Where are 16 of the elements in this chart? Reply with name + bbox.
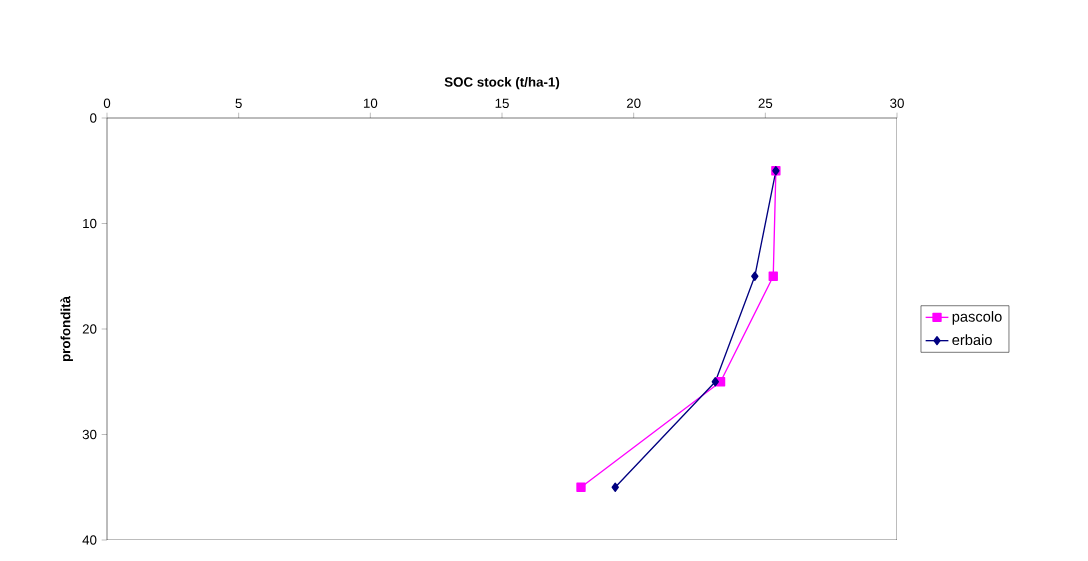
y-tick-label: 10 [83,218,97,229]
legend-label: pascolo [952,311,1002,325]
x-tick-label: 30 [890,98,904,108]
x-tick-label: 15 [495,98,509,108]
x-tick-label: 5 [235,98,242,108]
y-tick-label: 40 [82,535,97,545]
y-axis-title: profondità [60,296,73,362]
y-tick-label: 20 [82,324,97,334]
x-tick-label: 25 [758,98,773,108]
x-tick-label: 10 [363,98,378,108]
legend-label: erbaio [952,334,992,346]
x-axis-title: SOC stock (t/ha-1) [444,76,560,90]
x-tick-label: 20 [626,98,641,108]
y-tick-label: 30 [82,429,97,440]
x-tick-label: 0 [103,98,111,108]
y-tick-label: 0 [90,113,97,123]
